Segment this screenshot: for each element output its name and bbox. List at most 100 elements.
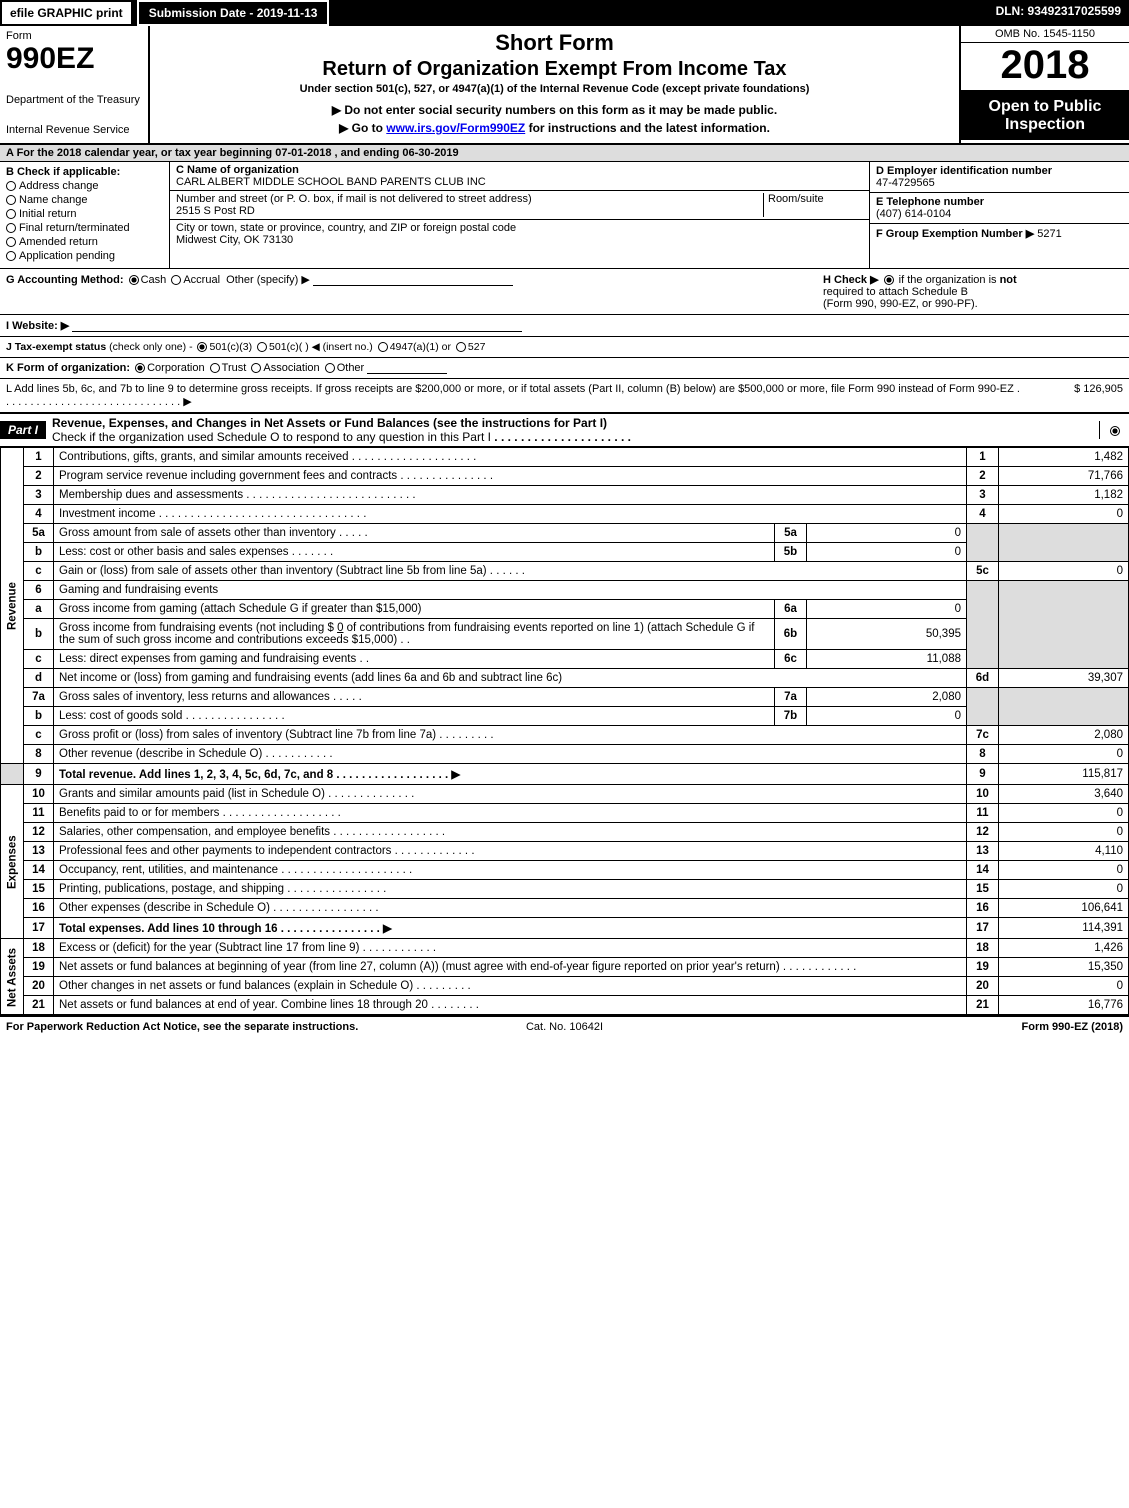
line-desc: Total expenses. Add lines 10 through 16 … [54,918,967,939]
j-note: (check only one) ‑ [109,341,192,353]
checkbox-icon [6,237,16,247]
line-num: 18 [24,939,54,958]
subtitle-goto: ▶ Go to www.irs.gov/Form990EZ for instru… [156,121,953,135]
line-desc: Program service revenue including govern… [54,467,967,486]
sub-val: 50,395 [807,619,967,650]
line-ref: 15 [967,880,999,899]
k-other-blank[interactable] [367,362,447,374]
e-val: (407) 614-0104 [876,208,951,220]
sub-num: 6b [775,619,807,650]
radio-cash[interactable] [129,275,139,285]
table-row: 16 Other expenses (describe in Schedule … [1,899,1129,918]
line-amount: 71,766 [999,467,1129,486]
b-label: B Check if applicable: [6,166,163,178]
table-row: 12 Salaries, other compensation, and emp… [1,823,1129,842]
g-other-blank[interactable] [313,274,513,286]
chk-application-pending[interactable]: Application pending [6,250,163,262]
table-row: 4 Investment income . . . . . . . . . . … [1,505,1129,524]
part1-header: Part I Revenue, Expenses, and Changes in… [0,414,1129,447]
line-num: 4 [24,505,54,524]
grey-cell [967,581,999,669]
j-527[interactable] [456,342,466,352]
line-num: 3 [24,486,54,505]
line-num: 12 [24,823,54,842]
line-ref: 5c [967,562,999,581]
sub-num: 6a [775,600,807,619]
radio-accrual[interactable] [171,275,181,285]
line-desc: Occupancy, rent, utilities, and maintena… [54,861,967,880]
line-amount: 114,391 [999,918,1129,939]
goto-link[interactable]: www.irs.gov/Form990EZ [386,121,525,135]
line-ref: 18 [967,939,999,958]
line-num: 20 [24,977,54,996]
line-ref: 12 [967,823,999,842]
table-row: c Gain or (loss) from sale of assets oth… [1,562,1129,581]
omb-number: OMB No. 1545-1150 [961,26,1129,43]
footer-right: Form 990-EZ (2018) [751,1021,1123,1033]
dept-irs: Internal Revenue Service [6,124,142,136]
j-501c[interactable] [257,342,267,352]
k-trust[interactable] [210,363,220,373]
j-501c3[interactable] [197,342,207,352]
subtitle-ssn: ▶ Do not enter social security numbers o… [156,103,953,117]
line-num: b [24,707,54,726]
line-ref: 4 [967,505,999,524]
line-ref: 1 [967,448,999,467]
line-num: b [24,619,54,650]
calyear-mid: , and ending [335,147,403,159]
line-ref: 17 [967,918,999,939]
h-text1: H Check ▶ [823,274,879,286]
line-desc: Excess or (deficit) for the year (Subtra… [54,939,967,958]
top-bar: efile GRAPHIC print Submission Date - 20… [0,0,1129,26]
chk-amended[interactable]: Amended return [6,236,163,248]
line-amount: 1,482 [999,448,1129,467]
chk-initial-return[interactable]: Initial return [6,208,163,220]
g-label: G Accounting Method: [6,274,124,286]
form-header: Form 990EZ Department of the Treasury In… [0,26,1129,145]
title-return: Return of Organization Exempt From Incom… [156,58,953,81]
line-num: 9 [24,764,54,785]
h-not: not [1000,274,1017,286]
line-num: b [24,543,54,562]
line-ref: 6d [967,669,999,688]
grey-cell [967,524,999,562]
line-amount: 0 [999,745,1129,764]
line-ref: 3 [967,486,999,505]
line-amount: 0 [999,804,1129,823]
sub-val: 0 [807,524,967,543]
h-checkbox[interactable] [884,275,894,285]
k-assoc[interactable] [251,363,261,373]
table-row: 5a Gross amount from sale of assets othe… [1,524,1129,543]
table-row: Revenue 1 Contributions, gifts, grants, … [1,448,1129,467]
sub-num: 5b [775,543,807,562]
grey-cell [967,688,999,726]
line-amount: 0 [999,861,1129,880]
i-blank[interactable] [72,320,522,332]
calendar-year-row: A For the 2018 calendar year, or tax yea… [0,145,1129,162]
chk-name-change[interactable]: Name change [6,194,163,206]
d-ein: D Employer identification number 47-4729… [870,162,1129,193]
table-row: 7a Gross sales of inventory, less return… [1,688,1129,707]
grey-cell [999,688,1129,726]
table-row: 11 Benefits paid to or for members . . .… [1,804,1129,823]
chk-final-return[interactable]: Final return/terminated [6,222,163,234]
j-4947[interactable] [378,342,388,352]
line-desc: Less: cost of goods sold . . . . . . . .… [54,707,775,726]
k-other[interactable] [325,363,335,373]
check-if-applicable: B Check if applicable: Address change Na… [0,162,170,268]
e-label: E Telephone number [876,196,984,208]
k-corp[interactable] [135,363,145,373]
line-desc: Gaming and fundraising events [54,581,967,600]
part1-checkbox[interactable] [1099,421,1129,439]
table-row: b Gross income from fundraising events (… [1,619,1129,650]
table-row: 2 Program service revenue including gove… [1,467,1129,486]
line-num: 17 [24,918,54,939]
sub-val: 2,080 [807,688,967,707]
sidecat-expenses: Expenses [1,785,24,939]
line-ref: 14 [967,861,999,880]
line-ref: 7c [967,726,999,745]
row-j: J Tax-exempt status (check only one) ‑ 5… [0,337,1129,358]
calyear-begin: 07-01-2018 [275,147,331,159]
chk-address-change[interactable]: Address change [6,180,163,192]
line-desc: Gross sales of inventory, less returns a… [54,688,775,707]
